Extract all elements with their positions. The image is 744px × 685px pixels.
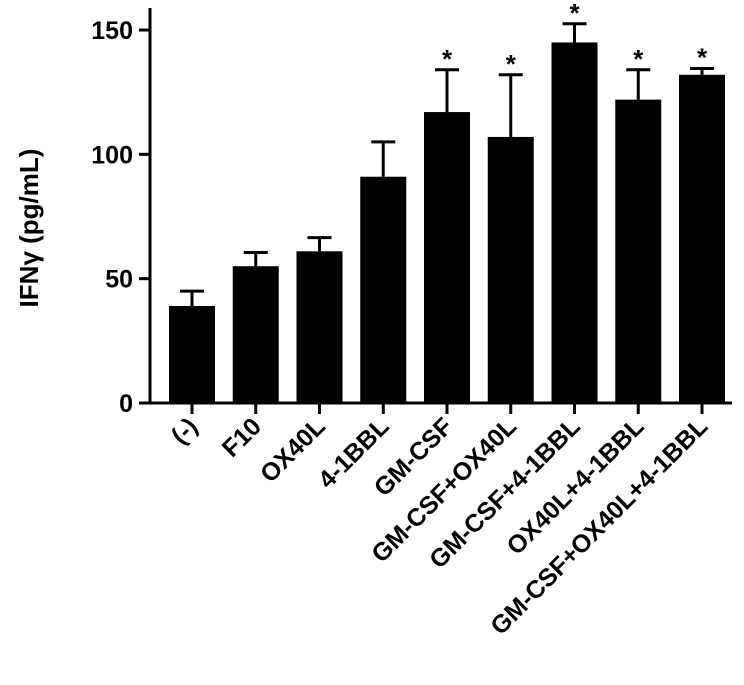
significance-asterisk: *: [697, 43, 708, 73]
y-tick-label: 0: [119, 390, 133, 418]
bar: [232, 266, 279, 403]
y-tick-label: 100: [91, 141, 133, 169]
bar: [679, 74, 725, 403]
category-label: (-): [166, 412, 203, 449]
y-tick-label: 150: [91, 17, 133, 45]
y-tick-label: 50: [105, 266, 133, 294]
bar: [487, 136, 534, 403]
y-axis-label: IFNγ (pg/mL): [14, 149, 44, 308]
significance-asterisk: *: [506, 49, 517, 79]
significance-asterisk: *: [569, 0, 580, 28]
bar: [296, 251, 343, 403]
bar: [551, 42, 598, 403]
significance-marks: * * * * *: [442, 0, 708, 79]
category-label: F10: [217, 412, 267, 462]
bars: [169, 42, 725, 404]
bar: [169, 306, 215, 403]
x-ticks: [190, 403, 704, 414]
y-ticks: 0 50 100 150: [91, 17, 150, 418]
category-labels: (-) F10OX40L4-1BBLGM-CSFGM-CSF+OX40LGM-CS…: [166, 412, 713, 640]
significance-asterisk: *: [633, 44, 644, 74]
bar: [615, 99, 662, 404]
error-bars: [180, 22, 714, 307]
significance-asterisk: *: [442, 44, 453, 74]
bar: [424, 112, 470, 403]
bar: [360, 176, 407, 403]
